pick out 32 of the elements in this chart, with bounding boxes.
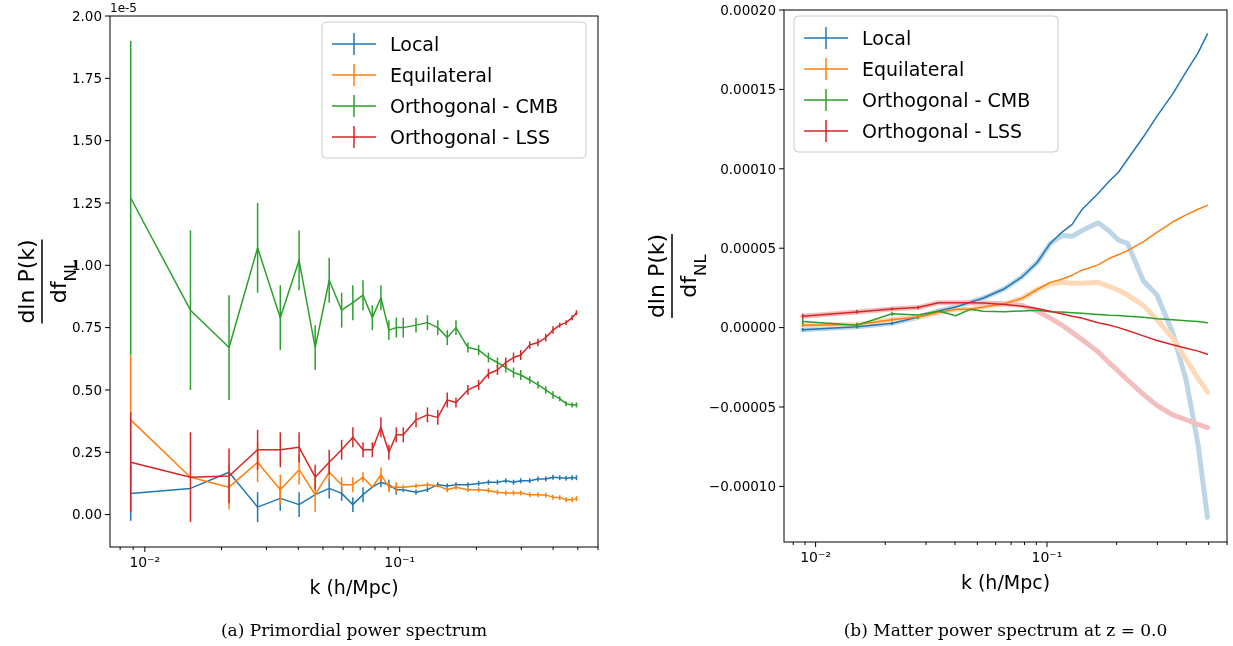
legend-label: Orthogonal - CMB — [862, 88, 1031, 111]
y-tick-label: 0.00005 — [720, 239, 776, 256]
y-tick-label: 0.00 — [71, 506, 102, 523]
x-tick-label: 10⁻² — [800, 549, 832, 565]
legend-label: Orthogonal - LSS — [862, 119, 1023, 142]
legend-label: Local — [390, 32, 440, 55]
x-tick-label: 10⁻¹ — [1031, 549, 1063, 565]
legend-label: Equilateral — [862, 57, 965, 80]
y-tick-label: 0.00010 — [720, 160, 776, 177]
y-tick-label: 0.00020 — [720, 1, 776, 18]
y-tick-label: 1.25 — [71, 194, 102, 211]
text: 1e-5 — [110, 1, 137, 15]
y-tick-label: 0.00015 — [720, 81, 776, 98]
x-axis-title: k (h/Mpc) — [309, 576, 399, 598]
y-tick-label: −0.00005 — [708, 398, 776, 415]
y-tick-label: 0.00000 — [720, 319, 776, 336]
x-tick-label: 10⁻² — [129, 554, 161, 570]
legend-label: Equilateral — [390, 63, 493, 86]
y-tick-label: 1.50 — [71, 132, 102, 149]
y-tick-label: 2.00 — [71, 7, 102, 24]
y-tick-label: 1.75 — [71, 70, 102, 87]
legend-label: Orthogonal - CMB — [390, 94, 559, 117]
y-tick-label: 0.50 — [71, 381, 102, 398]
y-tick-label: 0.25 — [71, 443, 102, 460]
legend-label: Local — [862, 26, 912, 49]
y-tick-label: −0.00010 — [708, 478, 776, 495]
text: (b) Matter power spectrum at z = 0.0 — [843, 620, 1168, 640]
text: (a) Primordial power spectrum — [220, 620, 488, 640]
x-tick-label: 10⁻¹ — [384, 554, 416, 570]
y-tick-label: 0.75 — [71, 319, 102, 336]
x-axis-title: k (h/Mpc) — [960, 571, 1051, 593]
legend-label: Orthogonal - LSS — [390, 125, 551, 148]
